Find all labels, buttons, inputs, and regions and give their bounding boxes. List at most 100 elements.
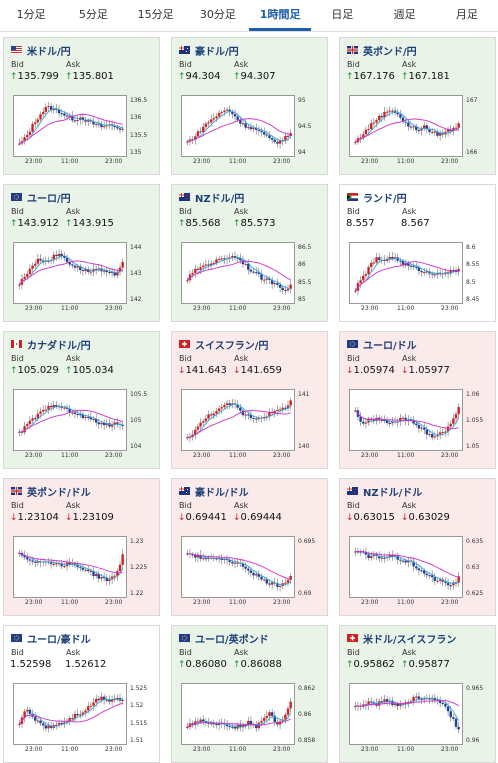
candle bbox=[236, 404, 239, 408]
candle bbox=[84, 710, 87, 713]
pair-name[interactable]: 英ポンド/円 bbox=[363, 46, 417, 58]
candle bbox=[44, 409, 48, 411]
candle bbox=[401, 560, 405, 562]
tab-6[interactable]: 週足 bbox=[393, 8, 416, 21]
arrow-up-icon: ↑ bbox=[65, 366, 73, 376]
pair-title[interactable]: 英ポンド/円 bbox=[347, 43, 417, 58]
bid-price: ↑0.95862 bbox=[346, 659, 395, 670]
rate-card[interactable]: ユーロ/豪ドル Bid Ask 1.52598 1.52612 1.525 1.52 1.51… bbox=[3, 625, 160, 763]
candle bbox=[121, 554, 124, 565]
rate-card[interactable]: ユーロ/ドル Bid Ask ↓1.05974 ↓1.05977 1.06 1.055 1.0… bbox=[339, 331, 496, 469]
pair-title[interactable]: ユーロ/豪ドル bbox=[11, 631, 91, 646]
rate-card[interactable]: 豪ドル/円 Bid Ask ↑94.304 ↑94.307 95 94.5 94 23:00 11… bbox=[171, 37, 328, 175]
candle bbox=[244, 725, 247, 727]
tab-4[interactable]: 1時間足 bbox=[249, 0, 312, 31]
pair-title[interactable]: NZドル/円 bbox=[179, 190, 245, 205]
pair-title[interactable]: 米ドル/円 bbox=[11, 43, 71, 58]
x-tick-label: 23:00 bbox=[273, 158, 291, 165]
pair-name[interactable]: ランド/円 bbox=[363, 193, 407, 205]
candle bbox=[186, 553, 189, 555]
pair-name[interactable]: ユーロ/円 bbox=[27, 193, 71, 205]
pair-name[interactable]: ユーロ/英ポンド bbox=[195, 634, 269, 646]
pair-title[interactable]: ユーロ/ドル bbox=[347, 337, 417, 352]
candle bbox=[71, 264, 74, 266]
candle bbox=[116, 422, 119, 424]
arrow-down-icon: ↓ bbox=[178, 366, 186, 376]
pair-name[interactable]: 英ポンド/ドル bbox=[27, 487, 91, 499]
pair-title[interactable]: 豪ドル/円 bbox=[179, 43, 239, 58]
candle bbox=[202, 126, 205, 132]
candle bbox=[260, 576, 263, 580]
candle bbox=[401, 260, 405, 266]
tab-7[interactable]: 月足 bbox=[455, 8, 478, 21]
pair-title[interactable]: カナダドル/円 bbox=[11, 337, 91, 352]
pair-name[interactable]: スイスフラン/円 bbox=[195, 340, 269, 352]
pair-name[interactable]: 豪ドル/円 bbox=[195, 46, 239, 58]
pair-name[interactable]: 米ドル/円 bbox=[27, 46, 71, 58]
pair-name[interactable]: NZドル/ドル bbox=[363, 487, 423, 499]
candle bbox=[204, 418, 208, 422]
rate-card[interactable]: 英ポンド/ドル Bid Ask ↓1.23104 ↓1.23109 1.23 1.225 1.… bbox=[3, 478, 160, 616]
y-tick-label: 0.695 bbox=[298, 538, 316, 545]
candle bbox=[84, 119, 87, 122]
rate-card[interactable]: スイスフラン/円 Bid Ask ↓141.643 ↓141.659 141 140 23:0… bbox=[171, 331, 328, 469]
candle bbox=[457, 123, 460, 128]
rate-card[interactable]: ランド/円 Bid Ask 8.557 8.567 8.6 8.55 8.5 8.45 23:00… bbox=[339, 184, 496, 322]
pair-title[interactable]: ランド/円 bbox=[347, 190, 407, 205]
rate-card[interactable]: NZドル/ドル Bid Ask ↓0.63015 ↓0.63029 0.635 0.63 0.… bbox=[339, 478, 496, 616]
tab-2[interactable]: 15分足 bbox=[137, 8, 174, 21]
ask-label: Ask bbox=[402, 648, 417, 657]
candle bbox=[407, 702, 410, 704]
x-tick-label: 23:00 bbox=[105, 158, 123, 165]
candle bbox=[100, 422, 103, 425]
tab-3[interactable]: 30分足 bbox=[199, 8, 236, 21]
tab-0[interactable]: 1分足 bbox=[16, 8, 46, 21]
rate-card[interactable]: 米ドル/スイスフラン Bid Ask ↑0.95862 ↑0.95877 0.965 0.9… bbox=[339, 625, 496, 763]
ma-long-line bbox=[19, 552, 123, 574]
arrow-down-icon: ↓ bbox=[401, 366, 409, 376]
candle bbox=[220, 112, 223, 114]
rate-card[interactable]: 豪ドル/ドル Bid Ask ↓0.69441 ↓0.69444 0.695 0.69 23:… bbox=[171, 478, 328, 616]
pair-title[interactable]: NZドル/ドル bbox=[347, 484, 423, 499]
ask-price: ↑167.181 bbox=[401, 71, 450, 82]
pair-title[interactable]: ユーロ/円 bbox=[11, 190, 71, 205]
ask-value: 0.63029 bbox=[408, 512, 450, 523]
pair-title[interactable]: 米ドル/スイスフラン bbox=[347, 631, 457, 646]
candle bbox=[276, 283, 279, 285]
candle bbox=[199, 267, 202, 270]
y-tick-label: 1.515 bbox=[130, 719, 148, 727]
pair-name[interactable]: 米ドル/スイスフラン bbox=[363, 634, 457, 646]
y-tick-label: 135.5 bbox=[130, 131, 148, 139]
pair-title[interactable]: スイスフラン/円 bbox=[179, 337, 269, 352]
y-tick-label: 1.05 bbox=[466, 443, 480, 450]
chart-svg bbox=[354, 252, 460, 296]
pair-title[interactable]: ユーロ/英ポンド bbox=[179, 631, 269, 646]
rate-card[interactable]: NZドル/円 Bid Ask ↑85.568 ↑85.573 86.5 86 85.5 85 23… bbox=[171, 184, 328, 322]
pair-name[interactable]: カナダドル/円 bbox=[27, 340, 91, 352]
candle bbox=[407, 263, 410, 266]
pair-title[interactable]: 英ポンド/ドル bbox=[11, 484, 91, 499]
bid-value: 0.63015 bbox=[353, 512, 395, 523]
candle bbox=[399, 704, 402, 707]
rate-card[interactable]: カナダドル/円 Bid Ask ↑105.029 ↑105.034 105.5 105 104… bbox=[3, 331, 160, 469]
rate-card[interactable]: 英ポンド/円 Bid Ask ↑167.176 ↑167.181 167 166 23:00 1… bbox=[339, 37, 496, 175]
pair-name[interactable]: NZドル/円 bbox=[195, 193, 245, 205]
candle bbox=[452, 418, 455, 424]
rate-card[interactable]: ユーロ/英ポンド Bid Ask ↑0.86080 ↑0.86088 0.862 0.86 0… bbox=[171, 625, 328, 763]
candle bbox=[223, 258, 226, 260]
candle bbox=[441, 702, 444, 704]
pair-title[interactable]: 豪ドル/ドル bbox=[179, 484, 249, 499]
candle bbox=[116, 698, 119, 700]
candle bbox=[34, 122, 37, 124]
candle bbox=[26, 557, 29, 560]
chart-plot-area bbox=[13, 95, 127, 157]
pair-name[interactable]: ユーロ/豪ドル bbox=[27, 634, 91, 646]
pair-name[interactable]: ユーロ/ドル bbox=[363, 340, 417, 352]
rate-card[interactable]: 米ドル/円 Bid Ask ↑135.799 ↑135.801 136.5 136 135.5… bbox=[3, 37, 160, 175]
candle bbox=[84, 569, 87, 571]
candle bbox=[244, 566, 247, 569]
rate-card[interactable]: ユーロ/円 Bid Ask ↑143.912 ↑143.915 144 143 142 23:0… bbox=[3, 184, 160, 322]
tab-5[interactable]: 日足 bbox=[331, 8, 354, 21]
tab-1[interactable]: 5分足 bbox=[78, 8, 108, 21]
pair-name[interactable]: 豪ドル/ドル bbox=[195, 487, 249, 499]
